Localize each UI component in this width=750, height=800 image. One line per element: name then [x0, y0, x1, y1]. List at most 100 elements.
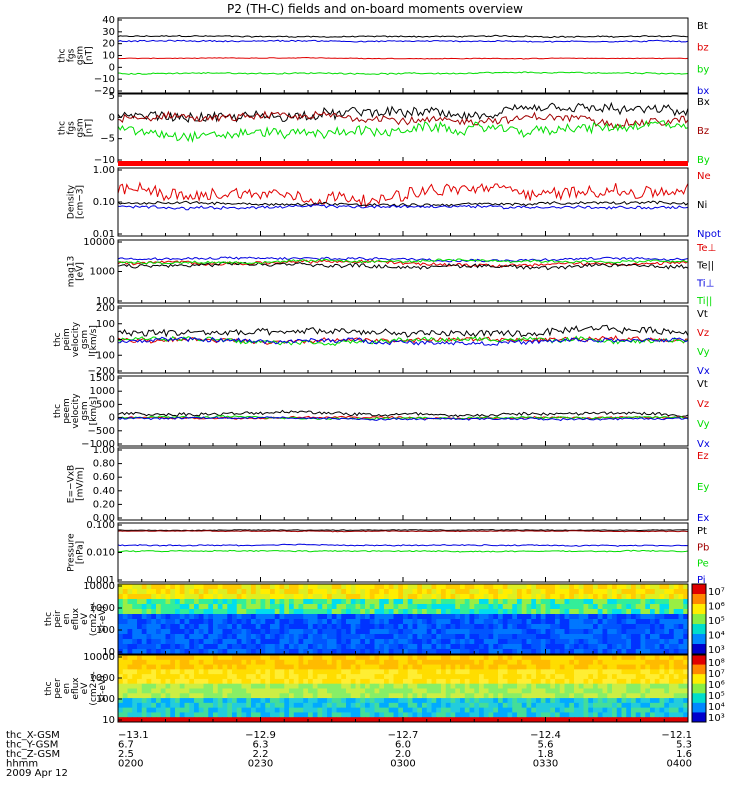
spectrogram-cell — [602, 604, 608, 610]
spectrogram-cell — [464, 698, 470, 704]
spectrogram-cell — [436, 693, 442, 699]
spectrogram-cell — [659, 589, 665, 595]
spectrogram-cell — [621, 614, 627, 620]
spectrogram-cell — [659, 698, 665, 704]
spectrogram-cell — [236, 649, 242, 655]
spectrogram-cell — [355, 644, 361, 650]
spectrogram-cell — [426, 639, 432, 645]
spectrogram-cell — [170, 624, 176, 630]
spectrogram-cell — [165, 644, 171, 650]
spectrogram-cell — [640, 693, 646, 699]
spectrogram-cell — [417, 712, 423, 718]
spectrogram-cell — [175, 589, 181, 595]
spectrogram-cell — [597, 683, 603, 689]
spectrogram-cell — [208, 669, 214, 675]
spectrogram-cell — [232, 712, 238, 718]
spectrogram-cell — [559, 649, 565, 655]
spectrogram-cell — [464, 634, 470, 640]
spectrogram-cell — [683, 683, 689, 689]
spectrogram-cell — [626, 712, 632, 718]
spectrogram-cell — [673, 655, 679, 661]
spectrogram-cell — [293, 584, 299, 590]
y-axis-label: sr-eV) — [98, 606, 108, 632]
spectrogram-cell — [602, 614, 608, 620]
spectrogram-cell — [460, 664, 466, 670]
spectrogram-cell — [151, 664, 157, 670]
spectrogram-cell — [588, 712, 594, 718]
spectrogram-cell — [346, 639, 352, 645]
spectrogram-cell — [388, 678, 394, 685]
spectrogram-cell — [417, 589, 423, 595]
spectrogram-cell — [507, 664, 513, 670]
spectrogram-cell — [574, 683, 580, 689]
spectrogram-cell — [526, 609, 532, 615]
spectrogram-cell — [265, 584, 271, 590]
spectrogram-cell — [574, 649, 580, 655]
spectrogram-cell — [246, 669, 252, 675]
spectrogram-cell — [550, 594, 556, 600]
y-tick-label: 100 — [96, 694, 115, 705]
spectrogram-cell — [327, 624, 333, 630]
spectrogram-cell — [279, 594, 285, 600]
spectrogram-cell — [374, 624, 380, 630]
spectrogram-cell — [189, 589, 195, 595]
spectrogram-cell — [208, 674, 214, 680]
spectrogram-cell — [241, 619, 247, 625]
spectrogram-cell — [526, 589, 532, 595]
spectrogram-cell — [284, 584, 290, 590]
spectrogram-cell — [141, 639, 147, 645]
spectrogram-cell — [322, 624, 328, 630]
spectrogram-cell — [493, 589, 499, 595]
spectrogram-cell — [507, 717, 513, 723]
spectrogram-cell — [360, 599, 366, 605]
spectrogram-cell — [683, 609, 689, 615]
spectrogram-cell — [217, 599, 223, 605]
spectrogram-cell — [274, 698, 280, 704]
spectrogram-cell — [255, 644, 261, 650]
spectrogram-cell — [208, 619, 214, 625]
spectrogram-cell — [384, 644, 390, 650]
spectrogram-cell — [469, 669, 475, 675]
spectrogram-cell — [493, 678, 499, 685]
spectrogram-cell — [635, 584, 641, 590]
spectrogram-cell — [559, 659, 565, 666]
spectrogram-cell — [659, 702, 665, 709]
spectrogram-cell — [241, 707, 247, 713]
spectrogram-cell — [521, 614, 527, 620]
spectrogram-cell — [502, 693, 508, 699]
spectrogram-cell — [241, 599, 247, 605]
spectrogram-cell — [151, 669, 157, 675]
spectrogram-cell — [540, 644, 546, 650]
spectrogram-cell — [255, 659, 261, 666]
spectrogram-cell — [540, 702, 546, 709]
spectrogram-cell — [597, 644, 603, 650]
spectrogram-cell — [621, 649, 627, 655]
spectrogram-cell — [678, 624, 684, 630]
spectrogram-cell — [137, 693, 143, 699]
spectrogram-cell — [274, 649, 280, 655]
spectrogram-cell — [265, 619, 271, 625]
spectrogram-cell — [664, 644, 670, 650]
spectrogram-cell — [265, 698, 271, 704]
spectrogram-cell — [355, 712, 361, 718]
spectrogram-cell — [493, 584, 499, 590]
spectrogram-cell — [322, 707, 328, 713]
spectrogram-cell — [246, 649, 252, 655]
spectrogram-cell — [578, 649, 584, 655]
ephemeris-label: hhmm — [6, 759, 38, 770]
spectrogram-cell — [132, 702, 138, 709]
spectrogram-cell — [265, 683, 271, 689]
spectrogram-cell — [369, 594, 375, 600]
spectrogram-cell — [327, 712, 333, 718]
y-axis-label: velocity — [71, 393, 81, 429]
spectrogram-cell — [355, 584, 361, 590]
spectrogram-cell — [289, 609, 295, 615]
spectrogram-cell — [654, 604, 660, 610]
spectrogram-cell — [146, 698, 152, 704]
spectrogram-cell — [374, 707, 380, 713]
spectrogram-cell — [555, 702, 561, 709]
spectrogram-cell — [236, 717, 242, 723]
spectrogram-cell — [151, 639, 157, 645]
spectrogram-cell — [141, 634, 147, 640]
spectrogram-cell — [635, 712, 641, 718]
